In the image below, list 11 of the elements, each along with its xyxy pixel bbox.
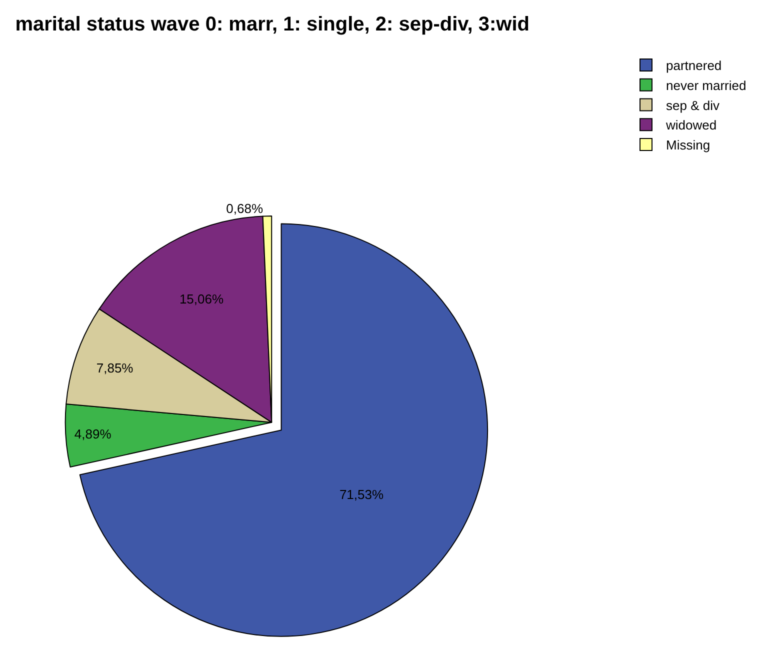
legend-label: Missing <box>666 138 710 153</box>
legend-label: sep & div <box>666 98 720 113</box>
chart-title: marital status wave 0: marr, 1: single, 2: sep-div, 3:wid <box>15 14 530 36</box>
data-label: 0,68% <box>226 201 264 216</box>
data-label: 71,53% <box>339 487 384 502</box>
legend-label: partnered <box>666 58 722 74</box>
data-label: 4,89% <box>74 426 112 442</box>
data-label: 15,06% <box>179 292 224 307</box>
legend-label: widowed <box>665 118 717 133</box>
data-label: 7,85% <box>96 360 134 376</box>
legend-label: never married <box>666 78 746 93</box>
